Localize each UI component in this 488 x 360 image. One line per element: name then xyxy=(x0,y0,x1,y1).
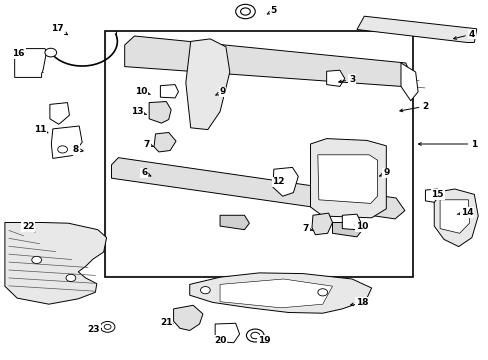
Circle shape xyxy=(32,256,41,264)
Circle shape xyxy=(104,324,111,329)
Text: 13: 13 xyxy=(130,107,146,116)
Polygon shape xyxy=(311,213,332,235)
Polygon shape xyxy=(5,222,106,304)
Circle shape xyxy=(240,8,250,15)
Polygon shape xyxy=(356,16,476,42)
Polygon shape xyxy=(272,167,298,196)
Text: 19: 19 xyxy=(257,336,270,345)
Text: 7: 7 xyxy=(302,224,312,233)
Text: 2: 2 xyxy=(399,102,427,112)
Polygon shape xyxy=(342,214,360,230)
Text: 6: 6 xyxy=(141,168,150,177)
Text: 16: 16 xyxy=(12,49,25,58)
Text: 11: 11 xyxy=(34,125,48,134)
Text: 22: 22 xyxy=(22,222,35,232)
Text: 8: 8 xyxy=(73,145,83,154)
Polygon shape xyxy=(111,158,404,219)
Circle shape xyxy=(45,48,57,57)
Polygon shape xyxy=(400,63,417,101)
Polygon shape xyxy=(160,85,178,98)
Text: 3: 3 xyxy=(338,75,354,84)
Polygon shape xyxy=(215,323,239,343)
Circle shape xyxy=(66,274,76,282)
Polygon shape xyxy=(50,103,69,124)
Circle shape xyxy=(58,146,67,153)
Polygon shape xyxy=(425,189,438,202)
Text: 14: 14 xyxy=(456,208,472,217)
Text: 20: 20 xyxy=(213,336,226,345)
Circle shape xyxy=(100,321,115,332)
Polygon shape xyxy=(433,189,477,247)
Text: 10: 10 xyxy=(354,222,367,231)
Text: 5: 5 xyxy=(267,6,276,15)
Text: 4: 4 xyxy=(453,30,474,39)
Polygon shape xyxy=(326,70,344,86)
Polygon shape xyxy=(51,126,82,158)
Text: 23: 23 xyxy=(87,325,102,334)
Polygon shape xyxy=(106,32,411,275)
Text: 21: 21 xyxy=(160,318,173,327)
Polygon shape xyxy=(185,39,229,130)
Circle shape xyxy=(235,4,255,19)
Text: 18: 18 xyxy=(350,298,367,307)
Polygon shape xyxy=(124,36,410,86)
Polygon shape xyxy=(332,222,361,237)
Text: 10: 10 xyxy=(134,87,150,96)
Polygon shape xyxy=(220,215,249,230)
Text: 17: 17 xyxy=(51,24,67,35)
Text: 1: 1 xyxy=(418,140,476,149)
Text: 9: 9 xyxy=(379,168,389,177)
Polygon shape xyxy=(149,102,171,123)
Polygon shape xyxy=(105,31,412,277)
Polygon shape xyxy=(310,139,386,218)
Polygon shape xyxy=(15,49,46,77)
Text: 15: 15 xyxy=(430,190,443,199)
Circle shape xyxy=(200,287,210,294)
Polygon shape xyxy=(154,132,176,152)
Text: 12: 12 xyxy=(272,177,285,186)
Polygon shape xyxy=(173,305,203,330)
Polygon shape xyxy=(317,155,377,203)
Circle shape xyxy=(250,332,259,339)
Polygon shape xyxy=(189,273,371,313)
Polygon shape xyxy=(439,200,468,233)
Text: 9: 9 xyxy=(215,87,225,96)
Circle shape xyxy=(246,329,264,342)
Circle shape xyxy=(317,289,327,296)
Text: 7: 7 xyxy=(143,140,153,149)
Polygon shape xyxy=(220,279,332,308)
